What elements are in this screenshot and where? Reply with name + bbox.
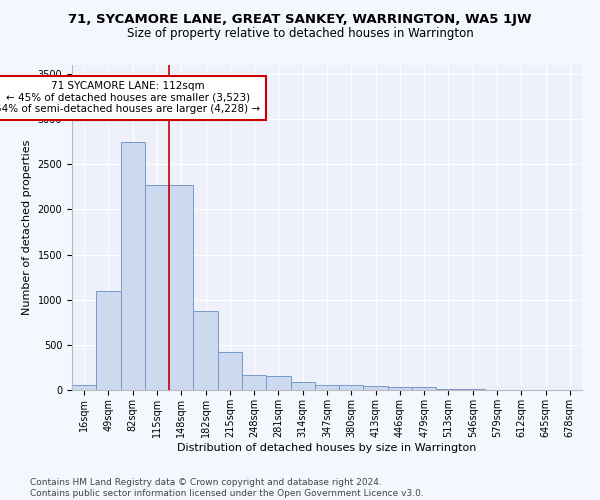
Bar xyxy=(72,386,96,390)
Text: 71, SYCAMORE LANE, GREAT SANKEY, WARRINGTON, WA5 1JW: 71, SYCAMORE LANE, GREAT SANKEY, WARRING… xyxy=(68,12,532,26)
Bar xyxy=(169,185,193,390)
Bar xyxy=(290,382,315,390)
Bar xyxy=(96,290,121,390)
Text: 71 SYCAMORE LANE: 112sqm
← 45% of detached houses are smaller (3,523)
54% of sem: 71 SYCAMORE LANE: 112sqm ← 45% of detach… xyxy=(0,81,260,114)
Text: Size of property relative to detached houses in Warrington: Size of property relative to detached ho… xyxy=(127,28,473,40)
Bar xyxy=(121,142,145,390)
Bar xyxy=(436,389,461,390)
Bar xyxy=(412,388,436,390)
Bar xyxy=(388,387,412,390)
X-axis label: Distribution of detached houses by size in Warrington: Distribution of detached houses by size … xyxy=(178,442,476,452)
Bar xyxy=(461,389,485,390)
Bar xyxy=(339,385,364,390)
Bar xyxy=(266,376,290,390)
Bar xyxy=(145,185,169,390)
Y-axis label: Number of detached properties: Number of detached properties xyxy=(22,140,32,315)
Bar xyxy=(315,384,339,390)
Text: Contains HM Land Registry data © Crown copyright and database right 2024.
Contai: Contains HM Land Registry data © Crown c… xyxy=(30,478,424,498)
Bar xyxy=(218,352,242,390)
Bar xyxy=(242,374,266,390)
Bar xyxy=(193,312,218,390)
Bar xyxy=(364,386,388,390)
